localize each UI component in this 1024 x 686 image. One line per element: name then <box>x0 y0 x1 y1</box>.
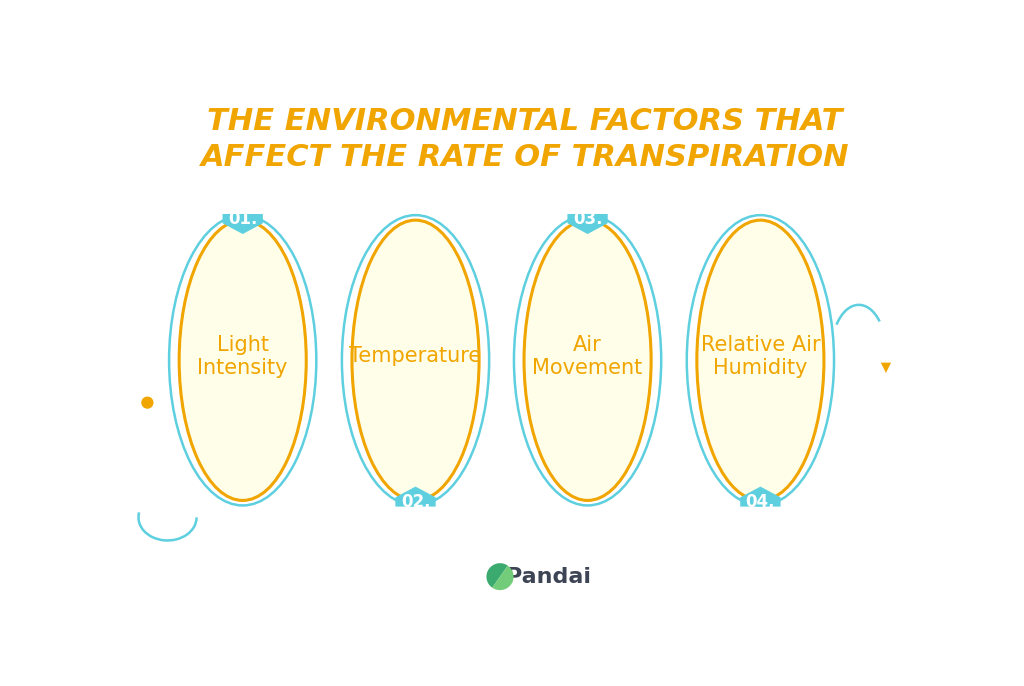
Ellipse shape <box>352 220 479 500</box>
Polygon shape <box>567 214 607 234</box>
Ellipse shape <box>179 220 306 500</box>
Ellipse shape <box>697 220 824 500</box>
Wedge shape <box>493 566 514 590</box>
Text: 04.: 04. <box>745 493 775 511</box>
Text: 03.: 03. <box>572 210 602 228</box>
Circle shape <box>142 397 153 408</box>
Ellipse shape <box>524 220 651 500</box>
Text: Air
Movement: Air Movement <box>532 335 643 378</box>
Text: Light
Intensity: Light Intensity <box>198 335 288 378</box>
Text: 02.: 02. <box>400 493 430 511</box>
Wedge shape <box>486 563 508 588</box>
Text: THE ENVIRONMENTAL FACTORS THAT: THE ENVIRONMENTAL FACTORS THAT <box>207 107 843 136</box>
Polygon shape <box>395 486 435 506</box>
Polygon shape <box>740 486 780 506</box>
Text: Pandai: Pandai <box>506 567 591 587</box>
Polygon shape <box>222 214 263 234</box>
Text: 01.: 01. <box>228 210 257 228</box>
Text: Relative Air
Humidity: Relative Air Humidity <box>700 335 820 378</box>
Text: Temperature: Temperature <box>349 346 481 366</box>
Text: AFFECT THE RATE OF TRANSPIRATION: AFFECT THE RATE OF TRANSPIRATION <box>201 143 849 172</box>
